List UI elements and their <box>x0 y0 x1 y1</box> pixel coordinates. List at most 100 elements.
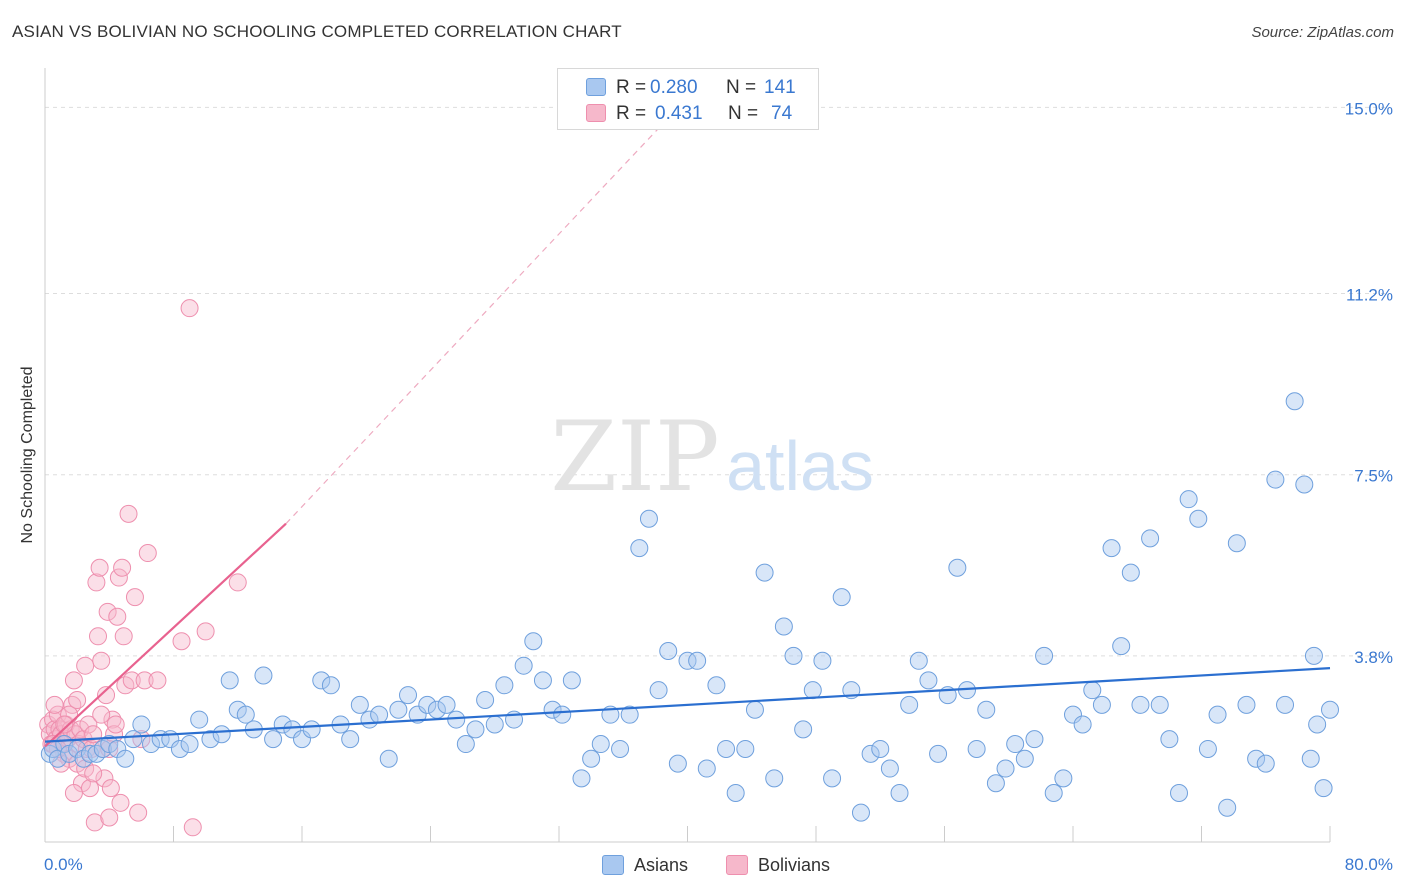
asian-point <box>447 710 466 729</box>
asian-point <box>370 705 389 724</box>
asian-point <box>1276 695 1295 714</box>
bolivian-point <box>98 602 117 621</box>
asian-point <box>1073 715 1092 734</box>
bolivian-point <box>90 558 109 577</box>
asian-point <box>977 700 996 719</box>
bolivian-point <box>172 632 191 651</box>
asian-point <box>553 705 572 724</box>
asian-point <box>1102 539 1121 558</box>
asian-point <box>717 739 736 758</box>
asian-point <box>986 774 1005 793</box>
y-tick-label: 3.8% <box>1354 648 1393 667</box>
asian-point <box>1025 730 1044 749</box>
asian-point <box>1295 475 1314 494</box>
bolivian-point <box>122 671 141 690</box>
bolivian-point <box>64 671 83 690</box>
r-value: 0.431 <box>655 103 703 124</box>
asian-point <box>1015 749 1034 768</box>
asian-point <box>755 563 774 582</box>
asian-point <box>1044 784 1063 803</box>
asian-point <box>1170 784 1189 803</box>
asian-points <box>40 392 1339 822</box>
bolivian-point <box>111 793 130 812</box>
asian-point <box>678 651 697 670</box>
asian-point <box>620 705 639 724</box>
asians-legend-label: Asians <box>634 855 689 875</box>
asian-point <box>967 739 986 758</box>
asian-point <box>495 676 514 695</box>
bolivian-point <box>114 627 133 646</box>
asian-point <box>890 784 909 803</box>
asian-point <box>321 676 340 695</box>
asian-point <box>832 588 851 607</box>
bolivian-point <box>125 588 144 607</box>
asian-point <box>456 735 475 754</box>
asian-point <box>283 720 302 739</box>
asian-point <box>418 695 437 714</box>
asian-point <box>707 676 726 695</box>
asian-point <box>1308 715 1327 734</box>
asian-point <box>1064 705 1082 724</box>
bolivian-point <box>79 715 98 734</box>
bolivian-point <box>92 651 111 670</box>
asian-point <box>1083 681 1102 700</box>
asian-point <box>1160 730 1179 749</box>
asian-point <box>1112 637 1131 656</box>
watermark: ZIP atlas <box>550 401 874 513</box>
asian-point <box>254 666 273 685</box>
asian-point <box>996 759 1015 778</box>
asian-point <box>909 651 928 670</box>
asian-point <box>813 651 832 670</box>
asian-point <box>1301 749 1320 768</box>
asian-point <box>264 730 283 749</box>
asian-point <box>765 769 784 788</box>
asian-point <box>302 720 321 739</box>
bolivian-point <box>106 715 125 734</box>
asian-point <box>1121 563 1140 582</box>
asian-point <box>116 749 135 768</box>
asians-legend-swatch <box>602 855 624 875</box>
asian-point <box>533 671 552 690</box>
bolivian-point <box>109 568 128 587</box>
y-tick-label: 15.0% <box>1345 99 1393 118</box>
bolivian-point <box>84 764 103 783</box>
bolivian-point <box>228 573 247 592</box>
asian-point <box>514 656 533 675</box>
asian-point <box>124 730 143 749</box>
asian-point <box>399 686 418 705</box>
bolivian-point <box>196 622 215 641</box>
n-label: N = <box>728 103 759 124</box>
bolivian-point <box>63 695 82 714</box>
asian-point <box>476 690 495 709</box>
asian-point <box>437 695 456 714</box>
asian-point <box>861 744 880 763</box>
axes <box>44 68 1331 843</box>
bolivian-point <box>100 808 119 827</box>
asian-point <box>630 539 649 558</box>
asian-point <box>1218 798 1237 817</box>
grid-lines <box>45 106 1390 657</box>
asian-point <box>562 671 581 690</box>
asian-point <box>1179 490 1198 509</box>
watermark-zip: ZIP <box>550 401 719 513</box>
bolivian-point <box>108 607 127 626</box>
chart-title: ASIAN VS BOLIVIAN NO SCHOOLING COMPLETED… <box>12 22 622 41</box>
bolivian-point <box>87 573 106 592</box>
asian-point <box>929 744 948 763</box>
asian-point <box>212 725 231 744</box>
asian-point <box>220 671 239 690</box>
asian-point <box>312 671 331 690</box>
asian-point <box>201 730 220 749</box>
bolivian-point <box>135 671 154 690</box>
bolivian-point <box>85 813 104 832</box>
asian-point <box>1227 534 1246 553</box>
asian-point <box>871 739 890 758</box>
asian-point <box>823 769 842 788</box>
asian-point <box>1247 749 1266 768</box>
r-label: R = <box>616 77 647 98</box>
asian-point <box>132 715 151 734</box>
n-value: 74 <box>771 103 793 124</box>
asian-point <box>1256 754 1275 773</box>
asian-point <box>794 720 813 739</box>
